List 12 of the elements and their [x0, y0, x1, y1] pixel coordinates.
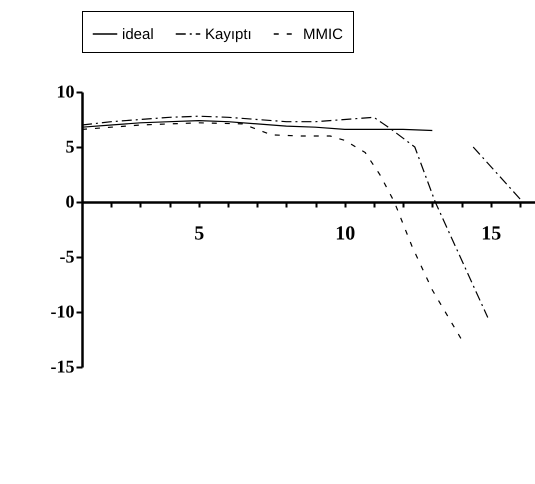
y-tick-label: 0 — [66, 192, 74, 212]
y-tick-label: -10 — [50, 302, 74, 322]
legend-label: Kayıptı — [205, 26, 252, 43]
legend-label: MMIC — [303, 26, 344, 43]
x-tick-label: 10 — [335, 222, 356, 244]
y-tick-label: -5 — [60, 246, 74, 266]
y-tick-label: 10 — [56, 82, 74, 102]
x-tick-label: 5 — [194, 222, 204, 244]
x-tick-label: 15 — [481, 222, 502, 244]
y-tick-label: -15 — [50, 356, 74, 376]
y-tick-label: 5 — [66, 136, 74, 156]
legend-label: ideal — [122, 26, 154, 43]
